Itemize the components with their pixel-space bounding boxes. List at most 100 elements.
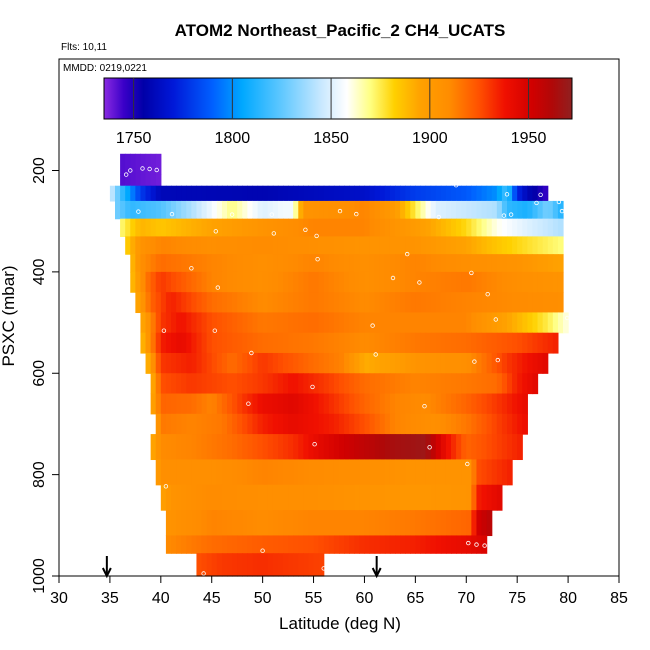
heatmap-cell xyxy=(359,254,366,273)
heatmap-cell xyxy=(481,535,488,554)
heatmap-cell xyxy=(440,434,447,461)
heatmap-cell xyxy=(374,484,381,511)
heatmap-cell xyxy=(262,292,269,314)
heatmap-cell xyxy=(481,459,488,486)
heatmap-cell xyxy=(349,312,355,334)
heatmap-cell xyxy=(537,271,544,293)
heatmap-cell xyxy=(364,413,371,435)
heatmap-cell xyxy=(389,218,396,237)
heatmap-cell xyxy=(354,254,360,273)
heatmap-cell xyxy=(252,373,259,395)
sample-point xyxy=(466,540,471,546)
heatmap-cell xyxy=(420,236,427,255)
sample-point xyxy=(212,328,217,333)
heatmap-cell xyxy=(323,292,330,314)
heatmap-cell xyxy=(369,271,376,293)
heatmap-cell xyxy=(395,185,401,202)
heatmap-cell xyxy=(491,254,498,273)
heatmap-cell xyxy=(456,434,462,461)
heatmap-cell xyxy=(542,271,549,293)
heatmap-cell xyxy=(176,510,182,537)
heatmap-cell xyxy=(313,271,320,293)
heatmap-cell xyxy=(150,254,157,273)
heatmap-cell xyxy=(242,510,248,537)
heatmap-cell xyxy=(430,200,437,220)
heatmap-cell xyxy=(445,393,452,415)
heatmap-cell xyxy=(415,459,422,486)
heatmap-cell xyxy=(140,174,147,187)
heatmap-cell xyxy=(216,413,223,435)
heatmap-cell xyxy=(532,312,539,334)
heatmap-cell xyxy=(456,292,462,314)
heatmap-cell xyxy=(165,312,172,334)
heatmap-cell xyxy=(384,332,391,354)
heatmap-cell xyxy=(211,413,218,435)
sample-point xyxy=(559,208,565,214)
heatmap-cell xyxy=(339,510,345,537)
heatmap-cell xyxy=(135,271,142,293)
heatmap-cell xyxy=(471,312,478,334)
heatmap-cell xyxy=(191,510,198,537)
heatmap-cell xyxy=(507,434,513,461)
heatmap-cell xyxy=(181,312,187,334)
heatmap-cell xyxy=(507,185,513,202)
heatmap-cell xyxy=(237,236,243,255)
heatmap-cell xyxy=(308,393,315,415)
heatmap-cell xyxy=(308,484,315,511)
heatmap-cell xyxy=(359,185,366,202)
heatmap-cell xyxy=(522,312,528,334)
heatmap-cell xyxy=(405,459,411,486)
heatmap-cell xyxy=(165,434,172,461)
heatmap-cell xyxy=(405,535,411,554)
heatmap-cell xyxy=(216,236,223,255)
heatmap-cell xyxy=(532,292,539,314)
heatmap-cell xyxy=(364,373,371,395)
heatmap-cell xyxy=(359,218,366,237)
heatmap-cell xyxy=(425,393,432,415)
heatmap-cell xyxy=(486,218,493,237)
heatmap-cell xyxy=(476,535,483,554)
heatmap-cell xyxy=(140,218,147,237)
heatmap-cell xyxy=(389,459,396,486)
heatmap-cell xyxy=(557,236,564,255)
heatmap-cell xyxy=(206,185,213,202)
heatmap-cell xyxy=(313,185,320,202)
heatmap-cell xyxy=(384,352,391,374)
latitude-arrow xyxy=(371,556,382,579)
heatmap-cell xyxy=(135,174,142,187)
heatmap-cell xyxy=(262,373,269,395)
heatmap-cell xyxy=(527,271,534,293)
heatmap-cell xyxy=(389,535,396,554)
heatmap-cell xyxy=(344,484,350,511)
heatmap-cell xyxy=(333,254,340,273)
heatmap-cell xyxy=(461,271,467,293)
heatmap-cell xyxy=(171,510,177,537)
heatmap-cell xyxy=(247,373,254,395)
heatmap-cell xyxy=(165,236,172,255)
heatmap-cell xyxy=(150,373,157,395)
heatmap-cell xyxy=(283,236,289,255)
heatmap-cell xyxy=(476,236,483,255)
heatmap-cell xyxy=(491,185,498,202)
heatmap-cell xyxy=(181,413,187,435)
heatmap-cell xyxy=(517,312,523,334)
heatmap-cell xyxy=(496,218,503,237)
heatmap-cell xyxy=(425,185,432,202)
heatmap-cell xyxy=(532,352,539,374)
heatmap-cell xyxy=(160,393,167,415)
heatmap-cell xyxy=(395,236,401,255)
heatmap-cell xyxy=(507,413,513,435)
heatmap-cell xyxy=(425,510,432,537)
heatmap-cell xyxy=(293,434,299,461)
heatmap-cell xyxy=(410,413,416,435)
heatmap-cell xyxy=(395,484,401,511)
heatmap-cell xyxy=(288,292,294,314)
heatmap-cell xyxy=(125,200,131,220)
heatmap-cell xyxy=(247,535,254,554)
heatmap-cell xyxy=(232,484,238,511)
heatmap-cell xyxy=(461,218,467,237)
heatmap-cell xyxy=(303,352,310,374)
heatmap-cell xyxy=(252,271,259,293)
heatmap-cell xyxy=(221,484,228,511)
heatmap-cell xyxy=(420,459,427,486)
